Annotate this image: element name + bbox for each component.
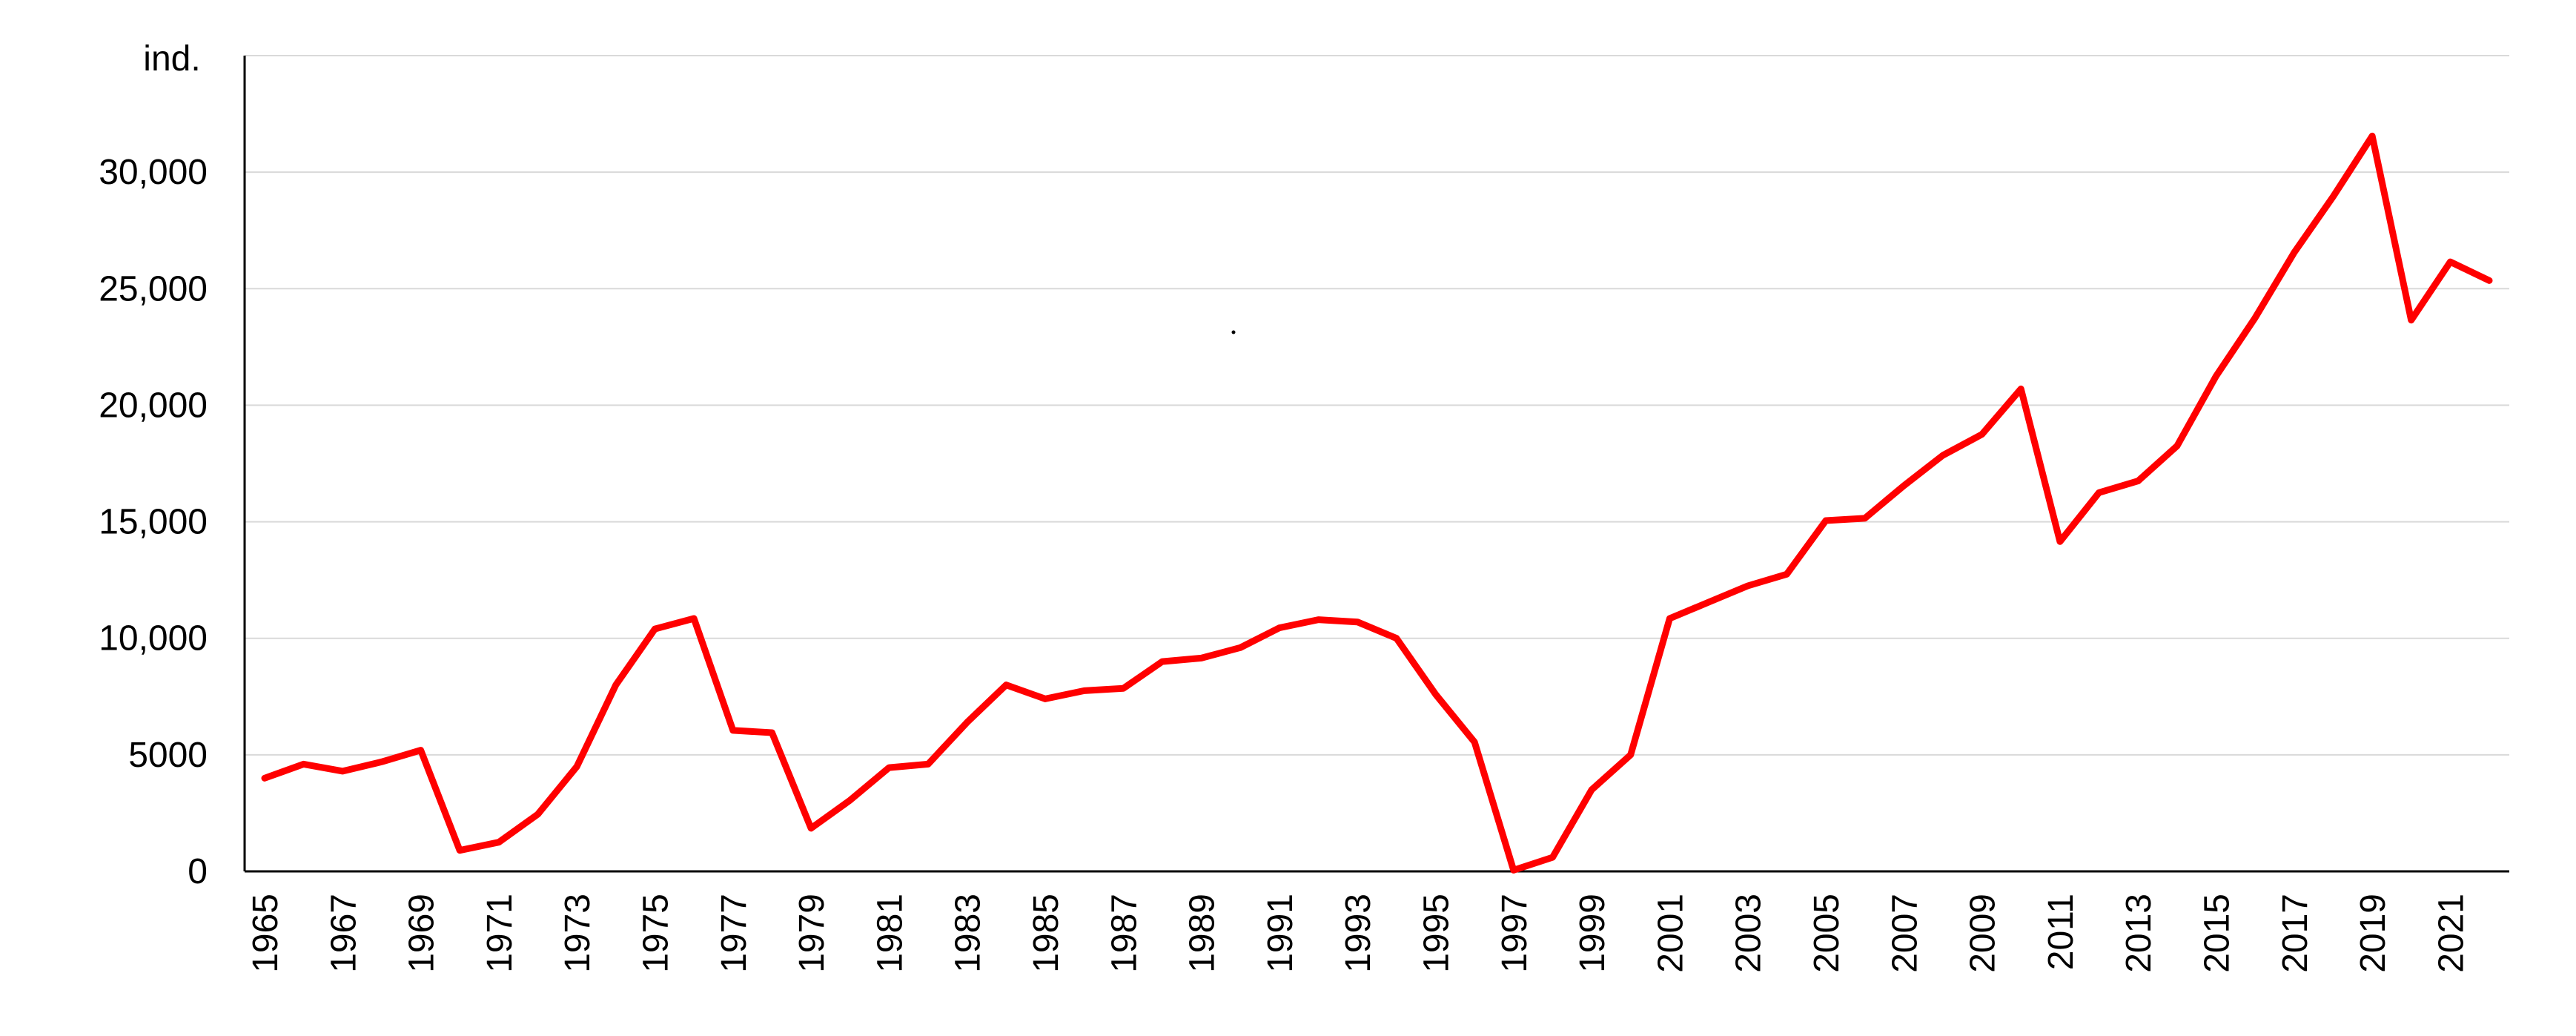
stray-dot xyxy=(1231,330,1236,334)
data-point xyxy=(2489,280,2490,281)
data-point xyxy=(1981,434,1982,435)
data-point xyxy=(615,684,616,685)
data-point xyxy=(694,618,695,619)
x-tick-label: 1977 xyxy=(715,894,754,973)
data-point xyxy=(1669,618,1670,619)
data-point xyxy=(1552,857,1553,858)
data-point xyxy=(1747,586,1748,587)
y-unit-label: ind. xyxy=(143,39,200,79)
x-tick-label: 1987 xyxy=(1105,894,1144,973)
y-tick-label: 30,000 xyxy=(99,153,208,192)
data-point xyxy=(1201,658,1202,659)
x-tick-label: 1975 xyxy=(636,894,675,973)
x-tick-label: 2015 xyxy=(2197,894,2236,973)
data-point xyxy=(537,814,538,815)
data-point xyxy=(1942,455,1943,456)
x-tick-label: 1983 xyxy=(949,894,988,973)
data-point xyxy=(1357,621,1358,622)
x-tick-label: 1989 xyxy=(1183,894,1222,973)
x-tick-label: 2013 xyxy=(2119,894,2159,973)
x-tick-label: 2009 xyxy=(1964,894,2003,973)
x-tick-label: 1969 xyxy=(403,894,442,973)
data-point xyxy=(1006,684,1007,685)
data-point xyxy=(1318,619,1319,620)
x-tick-label: 1999 xyxy=(1573,894,1612,973)
x-tick-labels: 1965 1967 1969 1971 1973 1975 1977 1979 1981 1983… xyxy=(246,894,2471,973)
x-tick-label: 2005 xyxy=(1807,894,1847,973)
data-point xyxy=(1630,754,1631,755)
x-tick-label: 2007 xyxy=(1885,894,1924,973)
x-tick-label: 1965 xyxy=(246,894,285,973)
y-tick-label: 15,000 xyxy=(99,503,208,542)
x-tick-label: 1973 xyxy=(558,894,597,973)
gridlines xyxy=(245,55,2509,756)
x-tick-label: 2017 xyxy=(2276,894,2315,973)
x-tick-label: 1985 xyxy=(1027,894,1066,973)
data-point xyxy=(303,764,304,765)
x-tick-label: 1997 xyxy=(1495,894,1534,973)
axes xyxy=(243,56,2509,873)
data-point xyxy=(2450,262,2451,263)
y-tick-labels: 0 5000 10,000 15,000 20,000 25,000 30,000 xyxy=(99,153,208,891)
x-tick-label: 1991 xyxy=(1261,894,1300,973)
data-point xyxy=(1396,638,1397,639)
series-layer xyxy=(261,132,2493,874)
data-point xyxy=(1240,647,1241,648)
x-tick-label: 2011 xyxy=(2042,894,2081,970)
x-tick-label: 2003 xyxy=(1729,894,1769,973)
x-tick-label: 1979 xyxy=(792,894,832,973)
y-tick-label: 20,000 xyxy=(99,386,208,425)
x-tick-label: 1993 xyxy=(1339,894,1378,973)
x-tick-label: 2019 xyxy=(2354,894,2393,973)
y-tick-label: 10,000 xyxy=(99,619,208,659)
y-tick-label: 25,000 xyxy=(99,269,208,309)
x-tick-label: 2021 xyxy=(2431,894,2471,973)
data-point xyxy=(1123,688,1124,689)
series-line xyxy=(261,132,2493,874)
data-point xyxy=(2255,317,2256,318)
x-tick-label: 1995 xyxy=(1417,894,1456,973)
x-tick-label: 2001 xyxy=(1651,894,1690,973)
x-tick-label: 1971 xyxy=(480,894,520,973)
x-tick-label: 1981 xyxy=(870,894,910,973)
data-point xyxy=(1513,870,1514,871)
data-point xyxy=(928,764,929,765)
y-tick-label: 5000 xyxy=(128,736,208,775)
x-tick-label: 1967 xyxy=(324,894,363,973)
data-point xyxy=(1435,694,1436,695)
data-point xyxy=(1084,690,1085,691)
y-tick-label: 0 xyxy=(188,852,208,891)
data-point xyxy=(2059,541,2060,542)
